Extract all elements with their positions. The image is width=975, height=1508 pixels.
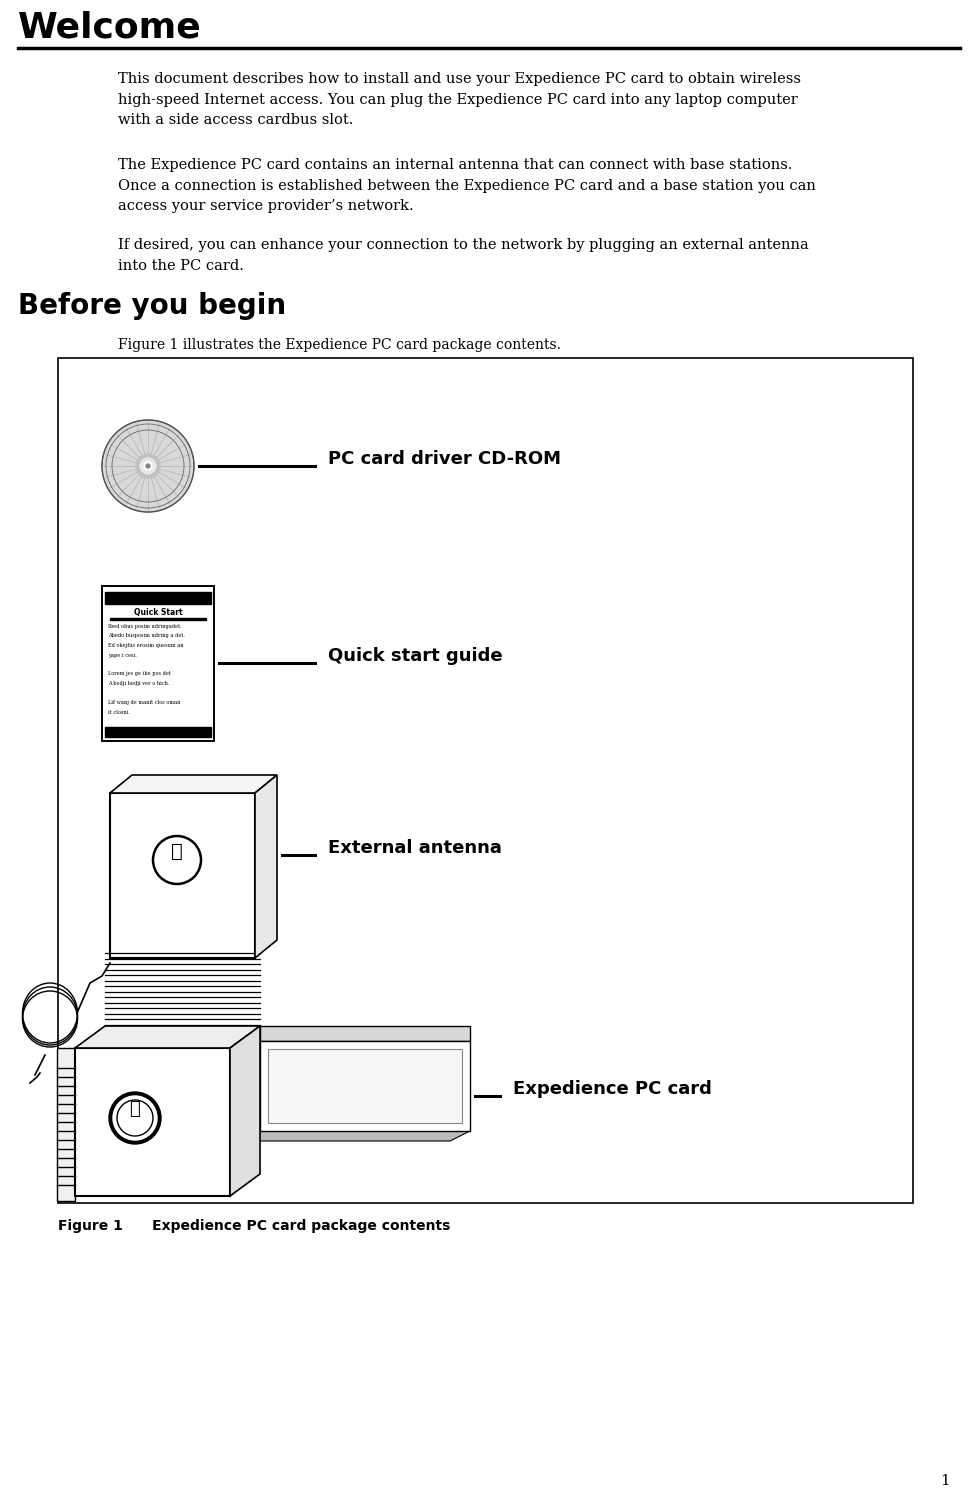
Text: Ed okejfus erosim quesum an: Ed okejfus erosim quesum an [108, 642, 183, 648]
Polygon shape [260, 1041, 470, 1131]
Circle shape [136, 454, 160, 478]
Circle shape [109, 1092, 161, 1145]
Text: it closni.: it closni. [108, 709, 130, 715]
Circle shape [102, 421, 194, 513]
Text: If desired, you can enhance your connection to the network by plugging an extern: If desired, you can enhance your connect… [118, 238, 808, 273]
Text: Ibed obus posim udringadet.: Ibed obus posim udringadet. [108, 624, 181, 629]
Text: Figure 1      Expedience PC card package contents: Figure 1 Expedience PC card package cont… [58, 1218, 450, 1234]
Circle shape [113, 1096, 157, 1140]
Text: 1: 1 [940, 1473, 950, 1488]
Text: Figure 1 illustrates the Expedience PC card package contents.: Figure 1 illustrates the Expedience PC c… [118, 338, 561, 351]
Bar [57, 1048, 75, 1200]
Bar [102, 587, 214, 740]
Bar [110, 793, 255, 958]
Text: Ⓜ: Ⓜ [130, 1099, 140, 1117]
Polygon shape [230, 1025, 260, 1196]
Polygon shape [240, 1131, 470, 1142]
Text: yape i cesi.: yape i cesi. [108, 653, 136, 657]
Text: Quick start guide: Quick start guide [328, 647, 503, 665]
Text: Abedo busposim udring a det.: Abedo busposim udring a det. [108, 633, 185, 638]
Text: Expedience PC card: Expedience PC card [513, 1080, 712, 1098]
Bar [58, 357, 913, 1203]
Polygon shape [255, 775, 277, 958]
Bar [105, 593, 211, 605]
Text: Ⓜ: Ⓜ [172, 841, 183, 861]
Text: PC card driver CD-ROM: PC card driver CD-ROM [328, 449, 561, 467]
Polygon shape [110, 775, 277, 793]
Polygon shape [75, 1025, 260, 1048]
Text: Quick Start: Quick Start [134, 608, 182, 617]
Bar [75, 1048, 230, 1196]
Bar [268, 1050, 462, 1123]
Bar [110, 618, 206, 620]
Polygon shape [260, 1025, 470, 1041]
Text: A bedji bedji ver o hich.: A bedji bedji ver o hich. [108, 682, 170, 686]
Text: Welcome: Welcome [18, 11, 202, 44]
Text: This document describes how to install and use your Expedience PC card to obtain: This document describes how to install a… [118, 72, 801, 127]
Circle shape [146, 464, 150, 467]
Circle shape [144, 461, 152, 470]
Bar [105, 727, 211, 737]
Text: External antenna: External antenna [328, 838, 502, 857]
Text: Lorem jes ge ibe pos det: Lorem jes ge ibe pos det [108, 671, 171, 677]
Text: The Expedience PC card contains an internal antenna that can connect with base s: The Expedience PC card contains an inter… [118, 158, 816, 213]
Text: Lif wanj de manit clos oman: Lif wanj de manit clos oman [108, 700, 180, 706]
Circle shape [140, 458, 156, 474]
Text: Before you begin: Before you begin [18, 293, 286, 320]
